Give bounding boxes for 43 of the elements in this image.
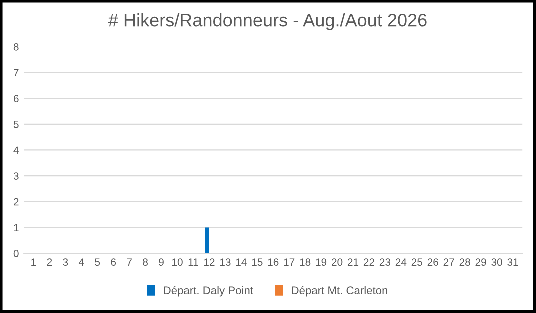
x-tick-label: 29 (476, 258, 486, 266)
x-tick-label: 20 (332, 258, 343, 266)
x-tick-label: 12 (204, 258, 215, 266)
y-tick-label: 0 (14, 250, 19, 258)
y-tick-label: 7 (14, 69, 19, 77)
x-tick-label: 5 (95, 258, 100, 266)
x-tick-label: 22 (364, 258, 374, 266)
x-tick-label: 13 (220, 258, 231, 266)
x-tick-label: 30 (492, 258, 502, 266)
x-tick-label: 27 (444, 258, 454, 266)
x-tick-label: 3 (63, 258, 68, 266)
x-tick-label: 25 (412, 258, 423, 266)
x-tick-label: 8 (143, 258, 148, 266)
x-tick-label: 26 (428, 258, 438, 266)
x-tick-label: 15 (252, 258, 263, 266)
y-tick-label: 2 (14, 198, 19, 206)
x-tick-label: 31 (508, 258, 518, 266)
x-tick-label: 11 (188, 258, 198, 266)
x-tick-label: 18 (300, 258, 311, 266)
y-tick-label: 4 (14, 146, 19, 154)
x-tick-label: 4 (78, 258, 84, 266)
y-tick-label: 6 (14, 95, 19, 102)
x-tick-label: 16 (268, 258, 279, 266)
x-tick-label: 19 (316, 258, 327, 266)
x-tick-label: 7 (127, 258, 132, 266)
chart-title: # Hikers/Randonneurs - Aug./Aout 2026 (108, 13, 427, 30)
x-tick-label: 10 (172, 258, 183, 266)
x-tick-label: 6 (111, 258, 116, 266)
legend-label: Départ. Daly Point (164, 286, 254, 297)
y-tick-label: 5 (14, 121, 19, 128)
x-tick-label: 14 (236, 258, 247, 266)
y-tick-label: 8 (14, 43, 19, 51)
x-tick-label: 9 (159, 258, 164, 266)
x-tick-label: 2 (47, 258, 52, 266)
y-tick-label: 1 (14, 224, 19, 232)
legend-label: Départ Mt. Carleton (292, 286, 388, 297)
y-tick-label: 3 (14, 172, 19, 180)
x-tick-label: 21 (348, 258, 359, 266)
x-tick-label: 28 (460, 258, 470, 266)
x-tick-label: 17 (284, 258, 295, 266)
x-tick-label: 23 (380, 258, 391, 266)
x-tick-label: 24 (396, 258, 407, 266)
x-tick-label: 1 (32, 258, 36, 266)
